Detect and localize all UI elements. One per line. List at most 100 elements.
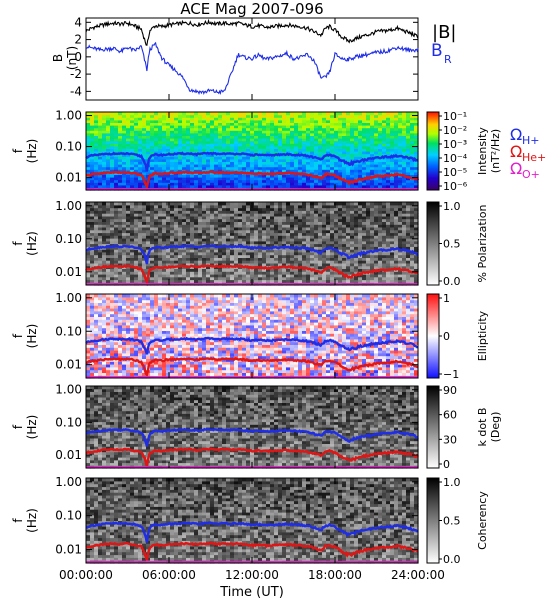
spec-cell xyxy=(150,182,155,186)
spec-cell xyxy=(274,161,279,165)
spec-cell xyxy=(286,151,291,155)
spec-cell xyxy=(346,232,351,236)
spec-cell xyxy=(398,117,403,121)
spec-cell xyxy=(306,112,311,116)
spec-cell xyxy=(226,268,231,272)
spec-cell xyxy=(294,125,299,129)
spec-cell xyxy=(286,276,291,281)
spec-cell xyxy=(182,182,187,186)
spec-cell xyxy=(254,240,259,245)
spec-cell xyxy=(414,127,419,131)
spec-cell xyxy=(178,235,183,239)
spec-cell xyxy=(278,257,283,261)
spec-cell xyxy=(126,254,131,258)
spec-cell xyxy=(174,271,179,275)
spec-cell xyxy=(110,156,115,160)
spec-cell xyxy=(162,204,167,209)
spec-cell xyxy=(178,156,183,160)
spec-cell xyxy=(206,112,211,116)
spec-cell xyxy=(234,254,239,258)
spec-cell xyxy=(362,174,367,178)
spec-cell xyxy=(238,164,243,168)
spec-cell xyxy=(110,240,115,245)
spec-cell xyxy=(94,145,99,149)
spec-cell xyxy=(286,182,291,186)
spec-cell xyxy=(154,158,159,162)
spec-cell xyxy=(238,251,243,256)
spec-cell xyxy=(146,229,151,234)
spec-cell xyxy=(198,177,203,181)
spec-cell xyxy=(250,229,255,234)
spec-cell xyxy=(142,249,147,253)
spec-cell xyxy=(218,177,223,181)
spec-cell xyxy=(358,265,363,269)
spec-cell xyxy=(162,279,167,283)
spec-cell xyxy=(246,251,251,256)
spec-cell xyxy=(194,151,199,155)
spec-cell xyxy=(394,240,399,245)
spec-cell xyxy=(274,151,279,155)
spec-cell xyxy=(386,251,391,256)
spec-cell xyxy=(154,184,159,188)
spec-cell xyxy=(362,161,367,165)
spec-cell xyxy=(254,156,259,160)
spec-cell xyxy=(138,148,143,152)
spec-cell xyxy=(414,140,419,144)
spec-cell xyxy=(110,202,115,206)
spec-cell xyxy=(334,138,339,142)
spec-cell xyxy=(370,117,375,121)
colorbar-label: 10⁻¹ xyxy=(443,110,467,123)
spec-cell xyxy=(178,148,183,152)
spec-cell xyxy=(142,207,147,211)
spec-cell xyxy=(102,271,107,275)
spec-cell xyxy=(406,221,411,225)
spec-cell xyxy=(138,143,143,147)
spec-cell xyxy=(146,119,151,123)
spec-cell xyxy=(166,202,171,206)
spec-cell xyxy=(250,125,255,129)
spec-cell xyxy=(370,161,375,165)
spec-cell xyxy=(122,221,127,225)
spec-cell xyxy=(370,140,375,144)
spec-cell xyxy=(278,251,283,256)
spec-cell xyxy=(306,240,311,245)
spec-cell xyxy=(198,169,203,173)
spec-cell xyxy=(186,213,191,217)
spec-cell xyxy=(398,135,403,139)
spec-cell xyxy=(134,213,139,217)
spec-cell xyxy=(402,153,407,157)
spec-cell xyxy=(118,148,123,152)
spec-cell xyxy=(410,240,415,245)
spec-cell xyxy=(134,169,139,173)
spec-cell xyxy=(218,262,223,267)
spec-cell xyxy=(410,138,415,142)
spec-cell xyxy=(154,262,159,267)
spec-cell xyxy=(238,279,243,283)
spec-cell xyxy=(182,151,187,155)
spec-cell xyxy=(334,224,339,228)
colorbar-label: 10⁻³ xyxy=(443,138,467,151)
spec-cell xyxy=(150,276,155,281)
spec-cell xyxy=(386,122,391,126)
spec-cell xyxy=(214,164,219,168)
spec-cell xyxy=(310,279,315,283)
spec-cell xyxy=(242,226,247,231)
spec-cell xyxy=(290,148,295,152)
spec-cell xyxy=(218,271,223,275)
spec-cell xyxy=(234,213,239,217)
spec-cell xyxy=(114,276,119,281)
spec-cell xyxy=(162,229,167,234)
spec-cell xyxy=(146,202,151,206)
spec-cell xyxy=(290,156,295,160)
spec-cell xyxy=(182,226,187,231)
spec-cell xyxy=(306,232,311,236)
spec-cell xyxy=(154,166,159,170)
spec-cell xyxy=(278,271,283,275)
spec-cell xyxy=(266,148,271,152)
spec-cell xyxy=(110,204,115,209)
spec-cell xyxy=(254,254,259,258)
spec-cell xyxy=(298,273,303,278)
spec-cell xyxy=(250,138,255,142)
spec-cell xyxy=(398,257,403,261)
spec-cell xyxy=(222,210,227,214)
